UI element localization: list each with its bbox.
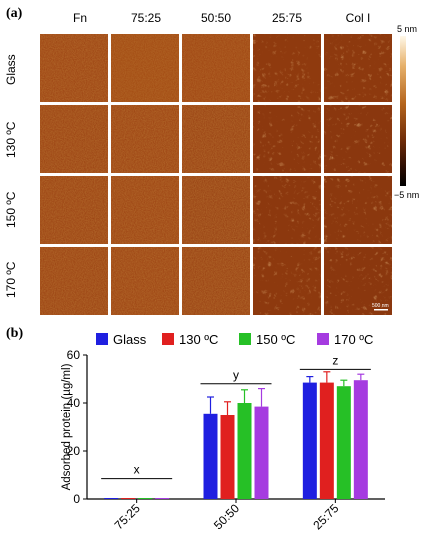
afm-tile-150-75-25 [111, 176, 179, 244]
afm-tile-170-25-75 [253, 247, 321, 315]
bar [203, 413, 218, 499]
legend-label: 150 ºC [256, 332, 295, 347]
legend-label: Glass [113, 332, 147, 347]
afm-tile-150-col-i [324, 176, 392, 244]
bar [319, 382, 334, 499]
bar [353, 380, 368, 499]
column-header-fn: Fn [72, 11, 87, 25]
significance-label: x [134, 463, 140, 477]
row-header-150: 150 ºC [4, 191, 18, 229]
scale-bar [374, 309, 388, 311]
afm-tile-150-fn [40, 176, 108, 244]
afm-tile-150-25-75 [253, 176, 321, 244]
column-header-25-75: 25:75 [271, 11, 303, 25]
x-tick-label: 25:75 [310, 501, 341, 532]
panel-b-label: (b) [6, 326, 24, 341]
afm-tile-130-25-75 [253, 105, 321, 173]
afm-tile-170-50-50 [182, 247, 250, 315]
legend-swatch [317, 333, 329, 345]
x-tick-label: 50:50 [211, 501, 242, 532]
row-header-170: 170 ºC [4, 261, 18, 299]
height-colorbar [400, 36, 406, 186]
colorbar-max-label: 5 nm [397, 24, 418, 34]
row-header-130: 130 ºC [4, 121, 18, 159]
column-header-50-50: 50:50 [200, 11, 232, 25]
afm-tile-glass-25-75 [253, 34, 321, 102]
legend-label: 130 ºC [179, 332, 218, 347]
legend-swatch [96, 333, 108, 345]
legend-label: 170 ºC [334, 332, 373, 347]
column-header-col-i: Col I [345, 11, 371, 25]
y-tick-label: 0 [73, 492, 80, 506]
afm-tile-glass-col-i [324, 34, 392, 102]
bar [336, 386, 351, 499]
significance-label: y [233, 368, 239, 382]
legend-swatch [162, 333, 174, 345]
afm-tile-170-75-25 [111, 247, 179, 315]
significance-label: z [332, 353, 338, 367]
scale-bar-label: 500 nm [372, 303, 389, 309]
bar [220, 415, 235, 499]
afm-tile-170-col-i [324, 247, 392, 315]
colorbar-min-label: −5 nm [394, 190, 420, 200]
afm-tile-130-50-50 [182, 105, 250, 173]
x-tick-label: 75:25 [112, 501, 143, 532]
y-tick-label: 40 [67, 396, 81, 410]
afm-tile-150-50-50 [182, 176, 250, 244]
afm-tile-170-fn [40, 247, 108, 315]
afm-tile-130-col-i [324, 105, 392, 173]
panel-a-label: (a) [6, 6, 23, 21]
row-header-glass: Glass [4, 54, 18, 86]
afm-tile-glass-50-50 [182, 34, 250, 102]
afm-tile-glass-fn [40, 34, 108, 102]
column-header-75-25: 75:25 [130, 11, 162, 25]
afm-tile-glass-75-25 [111, 34, 179, 102]
y-tick-label: 60 [67, 348, 81, 362]
afm-tile-130-75-25 [111, 105, 179, 173]
legend-swatch [239, 333, 251, 345]
y-axis-title: Adsorbed protein (µg/ml) [61, 363, 73, 490]
afm-image-grid [40, 34, 392, 315]
afm-tile-130-fn [40, 105, 108, 173]
bar [302, 382, 317, 499]
bar [254, 406, 269, 499]
bar [237, 403, 252, 499]
y-tick-label: 20 [67, 444, 81, 458]
